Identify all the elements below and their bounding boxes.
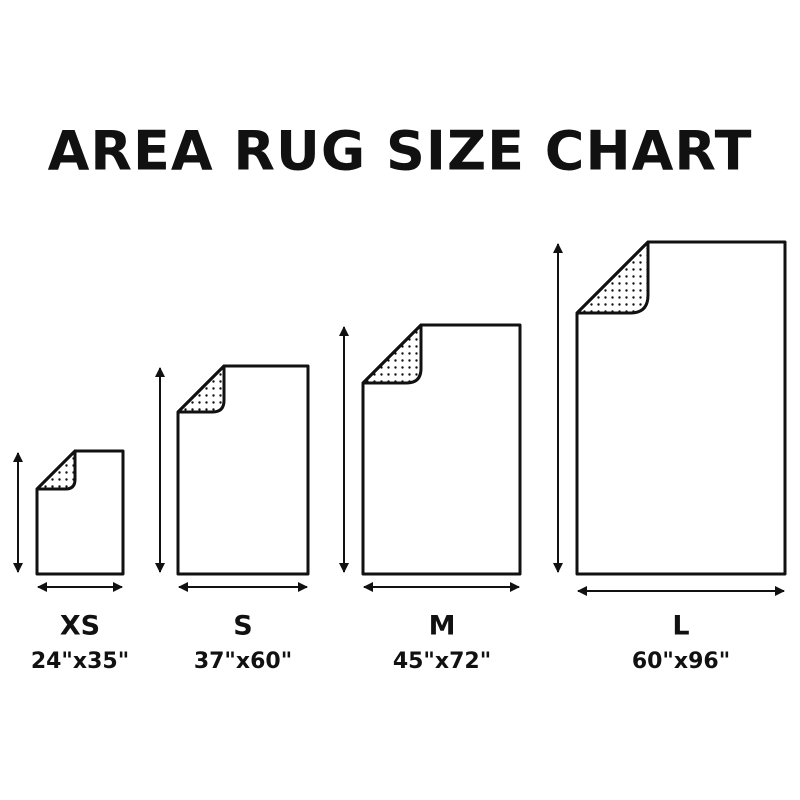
title: AREA RUG SIZE CHART bbox=[48, 120, 753, 183]
size-dimensions: 45"x72" bbox=[393, 649, 491, 674]
rug-fold bbox=[35, 449, 77, 491]
size-name: M bbox=[429, 611, 456, 642]
size-dimensions: 60"x96" bbox=[632, 649, 730, 674]
size-dimensions: 24"x35" bbox=[31, 649, 129, 674]
size-name: S bbox=[233, 611, 252, 642]
size-name: XS bbox=[60, 611, 100, 642]
size-name: L bbox=[672, 611, 689, 642]
rug-fold bbox=[575, 240, 650, 315]
rug-fold bbox=[176, 364, 226, 414]
size-dimensions: 37"x60" bbox=[194, 649, 292, 674]
rug bbox=[35, 449, 125, 576]
rug-fold bbox=[361, 323, 423, 385]
